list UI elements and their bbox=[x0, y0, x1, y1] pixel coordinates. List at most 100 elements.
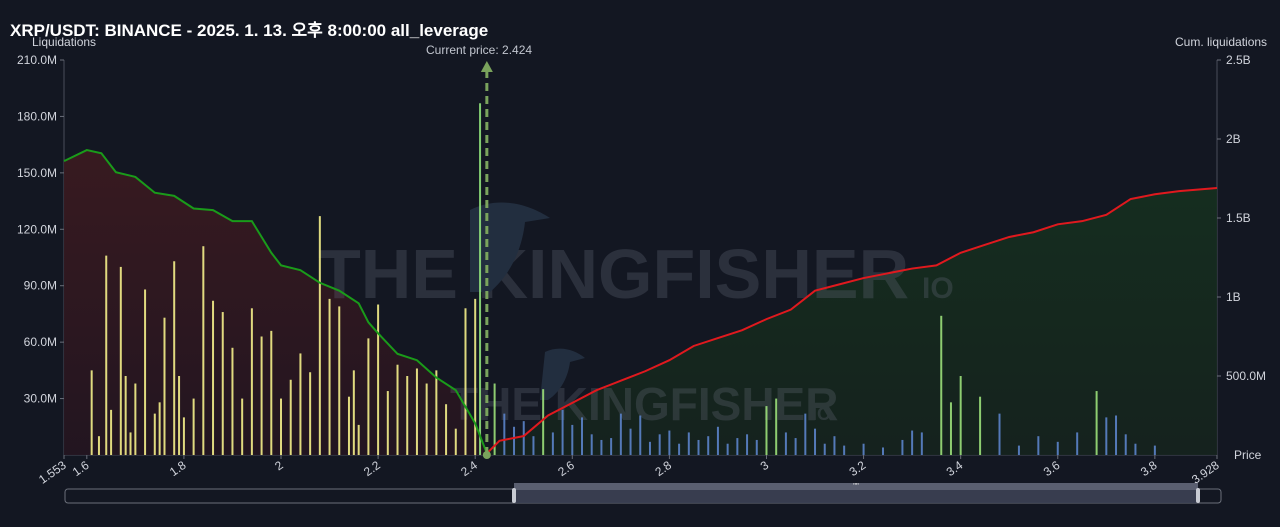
y2-tick-label-2: 1.5B bbox=[1226, 211, 1251, 225]
bar-below-17 bbox=[212, 300, 215, 455]
watermark-text-large: THE KINGFISHER bbox=[318, 235, 909, 313]
bar-above-2 bbox=[513, 426, 516, 455]
bar-above-49 bbox=[1056, 441, 1059, 455]
bar-below-28 bbox=[318, 216, 321, 455]
bar-above-52 bbox=[1105, 417, 1108, 455]
bar-above-20 bbox=[687, 432, 690, 455]
bar-above-48 bbox=[1037, 436, 1040, 455]
bar-below-35 bbox=[377, 304, 380, 455]
y-tick-label-6: 210.0M bbox=[17, 53, 57, 67]
bar-below-1 bbox=[97, 436, 100, 455]
bar-below-15 bbox=[192, 398, 195, 455]
bar-above-7 bbox=[561, 409, 564, 455]
bar-below-10 bbox=[158, 402, 161, 455]
watermark-suffix-large: IO bbox=[922, 272, 954, 305]
watermark-text-small: THE KINGFISHER bbox=[450, 378, 838, 430]
x-tick-label-10: 3.4 bbox=[944, 458, 966, 479]
bar-below-19 bbox=[231, 347, 234, 455]
bar-above-10 bbox=[590, 434, 593, 455]
kingfisher-logo-icon bbox=[470, 202, 550, 292]
bar-below-26 bbox=[299, 353, 302, 455]
current-price-dot bbox=[482, 451, 491, 459]
bar-below-0 bbox=[90, 370, 93, 455]
bar-above-5 bbox=[542, 389, 545, 455]
bar-below-38 bbox=[406, 376, 409, 455]
bar-below-14 bbox=[182, 417, 185, 455]
bar-below-2 bbox=[105, 255, 108, 455]
bar-below-6 bbox=[129, 432, 132, 455]
bar-below-30 bbox=[338, 306, 341, 455]
bar-above-22 bbox=[707, 436, 710, 455]
x-tick-label-13: 3.928 bbox=[1189, 458, 1222, 487]
current-price-marker bbox=[480, 61, 493, 459]
x-tick-label-2: 1.8 bbox=[167, 458, 189, 479]
bar-above-46 bbox=[998, 413, 1001, 455]
bar-above-8 bbox=[571, 424, 574, 455]
bar-below-4 bbox=[119, 266, 122, 455]
x-tick-label-11: 3.6 bbox=[1041, 458, 1063, 479]
bar-below-3 bbox=[110, 409, 113, 455]
bar-below-12 bbox=[173, 261, 176, 455]
bar-above-31 bbox=[794, 438, 797, 455]
bar-below-34 bbox=[367, 338, 370, 455]
bar-below-27 bbox=[309, 372, 312, 455]
bar-above-30 bbox=[784, 432, 787, 455]
y2-tick-label-3: 2B bbox=[1226, 132, 1241, 146]
bar-above-28 bbox=[765, 406, 768, 455]
bar-below-45 bbox=[474, 298, 477, 455]
range-slider[interactable]: "" bbox=[64, 482, 1222, 504]
x-tick-label-5: 2.4 bbox=[458, 458, 480, 479]
y-tick-label-5: 180.0M bbox=[17, 109, 57, 123]
bar-above-39 bbox=[901, 439, 904, 455]
bar-above-42 bbox=[940, 315, 943, 455]
bar-below-9 bbox=[153, 413, 156, 455]
bar-below-36 bbox=[386, 391, 389, 455]
bar-above-0 bbox=[493, 383, 496, 455]
bar-above-6 bbox=[551, 432, 554, 455]
range-slider-bar[interactable] bbox=[514, 483, 1198, 490]
bar-below-25 bbox=[289, 379, 292, 455]
bar-below-7 bbox=[134, 383, 137, 455]
bar-above-27 bbox=[755, 439, 758, 455]
bar-above-17 bbox=[658, 434, 661, 455]
y2-tick-label-0: 500.0M bbox=[1226, 369, 1266, 383]
bar-below-41 bbox=[435, 370, 438, 455]
bar-above-33 bbox=[814, 428, 817, 455]
bar-above-29 bbox=[775, 398, 778, 455]
chart-title: XRP/USDT: BINANCE - 2025. 1. 13. 오후 8:00… bbox=[10, 21, 489, 40]
bar-below-13 bbox=[178, 376, 181, 455]
bar-below-32 bbox=[352, 370, 355, 455]
y-axis-title: Liquidations bbox=[32, 35, 97, 49]
x-tick-label-8: 3 bbox=[758, 458, 772, 473]
bar-above-12 bbox=[610, 438, 613, 455]
bar-above-24 bbox=[726, 443, 729, 455]
y-tick-label-2: 90.0M bbox=[24, 279, 57, 293]
bar-above-19 bbox=[678, 443, 681, 455]
bar-below-29 bbox=[328, 298, 331, 455]
bar-above-11 bbox=[600, 439, 603, 455]
bar-below-40 bbox=[425, 383, 428, 455]
watermark: THE KINGFISHER IO THE KINGFISHER IO bbox=[318, 202, 954, 430]
y2-tick-label-1: 1B bbox=[1226, 290, 1241, 304]
x-tick-label-0: 1.553 bbox=[36, 458, 69, 487]
current-price-arrow-icon bbox=[480, 61, 493, 72]
x-tick-label-3: 2 bbox=[272, 458, 286, 473]
bar-above-25 bbox=[736, 438, 739, 455]
bar-below-22 bbox=[260, 336, 263, 455]
bar-below-31 bbox=[347, 396, 350, 455]
x-tick-label-6: 2.6 bbox=[555, 458, 577, 479]
bar-above-32 bbox=[804, 413, 807, 455]
x-ticks: 1.553 1.6 1.8 2 2.2 2.4 2.6 2.8 3 3.2 3.4 3.6 3.8 3.9… bbox=[36, 455, 1222, 487]
bar-below-20 bbox=[241, 398, 244, 455]
bar-above-26 bbox=[746, 434, 749, 455]
kingfisher-logo-small-icon bbox=[540, 348, 585, 400]
long-cum-area bbox=[64, 150, 487, 455]
cumulative-areas bbox=[64, 150, 1218, 456]
range-slider-right-handle[interactable] bbox=[1196, 488, 1200, 503]
bar-above-40 bbox=[911, 430, 914, 455]
bar-above-51 bbox=[1095, 391, 1098, 455]
bar-above-54 bbox=[1124, 434, 1127, 455]
bar-above-38 bbox=[881, 447, 884, 455]
range-slider-left-handle[interactable] bbox=[512, 488, 516, 503]
